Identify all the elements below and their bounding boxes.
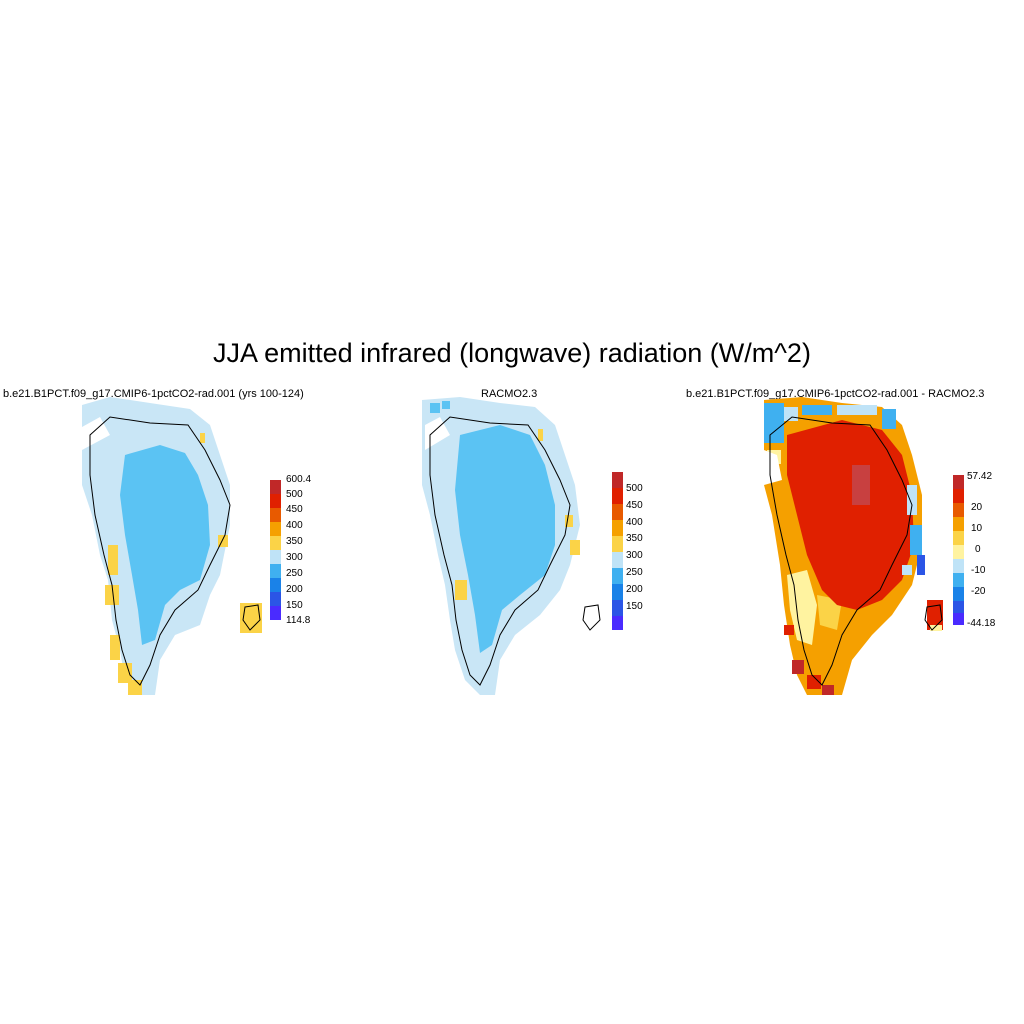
colorbar-label: 250	[286, 568, 303, 579]
colorbar-label: -44.18	[967, 618, 996, 629]
colorbar-label: 200	[286, 584, 303, 595]
colorbar-difference-swatches	[953, 475, 964, 625]
map-panel-model	[82, 397, 262, 695]
colorbar-label: 450	[626, 500, 643, 511]
colorbar-label: 450	[286, 504, 303, 515]
colorbar-model-swatches	[270, 480, 281, 620]
colorbar-label: 150	[286, 600, 303, 611]
colorbar-label: 57.42	[967, 471, 993, 482]
map-panel-difference	[764, 397, 943, 695]
panel-title-model: b.e21.B1PCT.f09_g17.CMIP6-1pctCO2-rad.00…	[3, 388, 304, 400]
colorbar-label: 600.4	[286, 474, 312, 485]
ice-sheet-map	[422, 397, 601, 695]
colorbar-label: 400	[626, 517, 643, 528]
panel-title-racmo: RACMO2.3	[481, 388, 538, 400]
map-panel-racmo	[422, 397, 601, 695]
colorbar-label: 200	[626, 584, 643, 595]
colorbar-label: 0	[975, 544, 981, 555]
colorbar-label: 114.8	[286, 615, 311, 626]
colorbar-label: 500	[626, 483, 643, 494]
colorbar-label: 500	[286, 489, 303, 500]
colorbar-difference: 57.42 20 10 0 -10 -20 -44.18	[953, 471, 995, 632]
colorbar-label: 20	[971, 502, 983, 513]
colorbar-racmo: 500 450 400 350 300 250 200 150	[612, 472, 643, 637]
colorbar-label: 300	[626, 550, 643, 561]
colorbar-racmo-swatches	[612, 472, 623, 630]
colorbar-label: 150	[626, 601, 643, 612]
colorbar-label: 350	[286, 536, 303, 547]
colorbar-label: 400	[286, 520, 303, 531]
colorbar-label: 300	[286, 552, 303, 563]
ice-sheet-map	[82, 397, 262, 695]
colorbar-model: 600.4 500 450 400 350 300 250 200 150 11…	[270, 474, 311, 627]
colorbar-label: -20	[971, 586, 986, 597]
figure-title: JJA emitted infrared (longwave) radiatio…	[213, 338, 811, 368]
colorbar-label: -10	[971, 565, 986, 576]
colorbar-label: 350	[626, 533, 643, 544]
ice-sheet-map	[764, 397, 943, 695]
colorbar-label: 10	[971, 523, 983, 534]
panel-title-difference: b.e21.B1PCT.f09_g17.CMIP6-1pctCO2-rad.00…	[686, 388, 985, 400]
colorbar-label: 250	[626, 567, 643, 578]
